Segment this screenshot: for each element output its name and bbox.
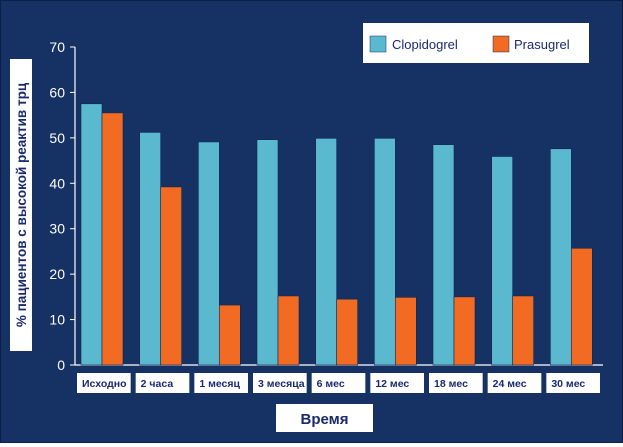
legend-label-clopidogrel: Clopidogrel [392, 37, 458, 52]
bar-clopidogrel-4 [315, 138, 337, 366]
category-label: 24 мес [493, 378, 527, 390]
category-label: 6 мес [317, 378, 345, 390]
y-tick-label: 30 [49, 221, 65, 237]
bar-prasugrel-5 [395, 297, 417, 366]
bar-prasugrel-2 [219, 304, 241, 366]
category-label: 18 мес [434, 378, 468, 390]
category-label: 3 месяца [258, 378, 305, 390]
y-tick-label: 20 [49, 266, 65, 282]
bar-prasugrel-1 [160, 186, 182, 366]
x-axis-label: Время [301, 411, 349, 428]
y-axis-label-box: % пациентов с высокой реактив трц [10, 59, 32, 351]
category-label: Исходно [82, 378, 127, 390]
category-label-box [311, 373, 366, 393]
category-label: 30 мес [551, 378, 585, 390]
bar-prasugrel-4 [336, 298, 358, 366]
y-tick-label: 40 [49, 175, 65, 191]
bar-clopidogrel-3 [256, 139, 279, 366]
bar-clopidogrel-6 [432, 144, 455, 366]
bar-clopidogrel-1 [139, 132, 161, 366]
category-label-box [253, 373, 307, 393]
category-label-box [194, 373, 248, 393]
y-tick-label: 50 [49, 130, 65, 146]
category-label-box [429, 373, 483, 393]
bar-prasugrel-7 [512, 295, 534, 366]
legend-swatch-clopidogrel [369, 35, 387, 53]
y-axis-label: % пациентов с высокой реактив трц [14, 82, 29, 327]
category-label: 1 месяц [199, 378, 240, 390]
bar-clopidogrel-2 [198, 141, 220, 366]
legend-swatch-prasugrel [492, 35, 510, 53]
bars [80, 103, 593, 366]
category-label-box [487, 373, 542, 393]
y-tick-label: 70 [49, 39, 65, 55]
category-label: 12 мес [375, 378, 409, 390]
legend-label-prasugrel: Prasugrel [514, 37, 570, 52]
bar-clopidogrel-0 [80, 103, 103, 366]
x-axis-label-box: Время [276, 404, 373, 432]
legend: Clopidogrel Prasugrel [363, 23, 589, 63]
y-tick-label: 10 [49, 312, 65, 328]
category-labels: Исходно 2 часа 1 месяц 3 месяца 6 мес 12 мес 1… [77, 373, 600, 393]
category-label-box [370, 373, 424, 393]
bar-prasugrel-8 [571, 247, 593, 366]
legend-box [363, 23, 589, 63]
category-label-box [77, 373, 131, 393]
bar-clopidogrel-5 [374, 138, 396, 366]
bar-clopidogrel-7 [491, 156, 513, 366]
y-tick-label: 0 [57, 357, 65, 373]
bar-prasugrel-0 [101, 112, 124, 366]
y-tick-label: 60 [49, 84, 65, 100]
category-label: 2 часа [141, 378, 174, 390]
bar-clopidogrel-8 [550, 148, 572, 366]
category-label-box [135, 373, 190, 393]
bar-prasugrel-6 [453, 296, 476, 366]
category-label-box [546, 373, 600, 393]
bar-prasugrel-3 [277, 295, 300, 366]
